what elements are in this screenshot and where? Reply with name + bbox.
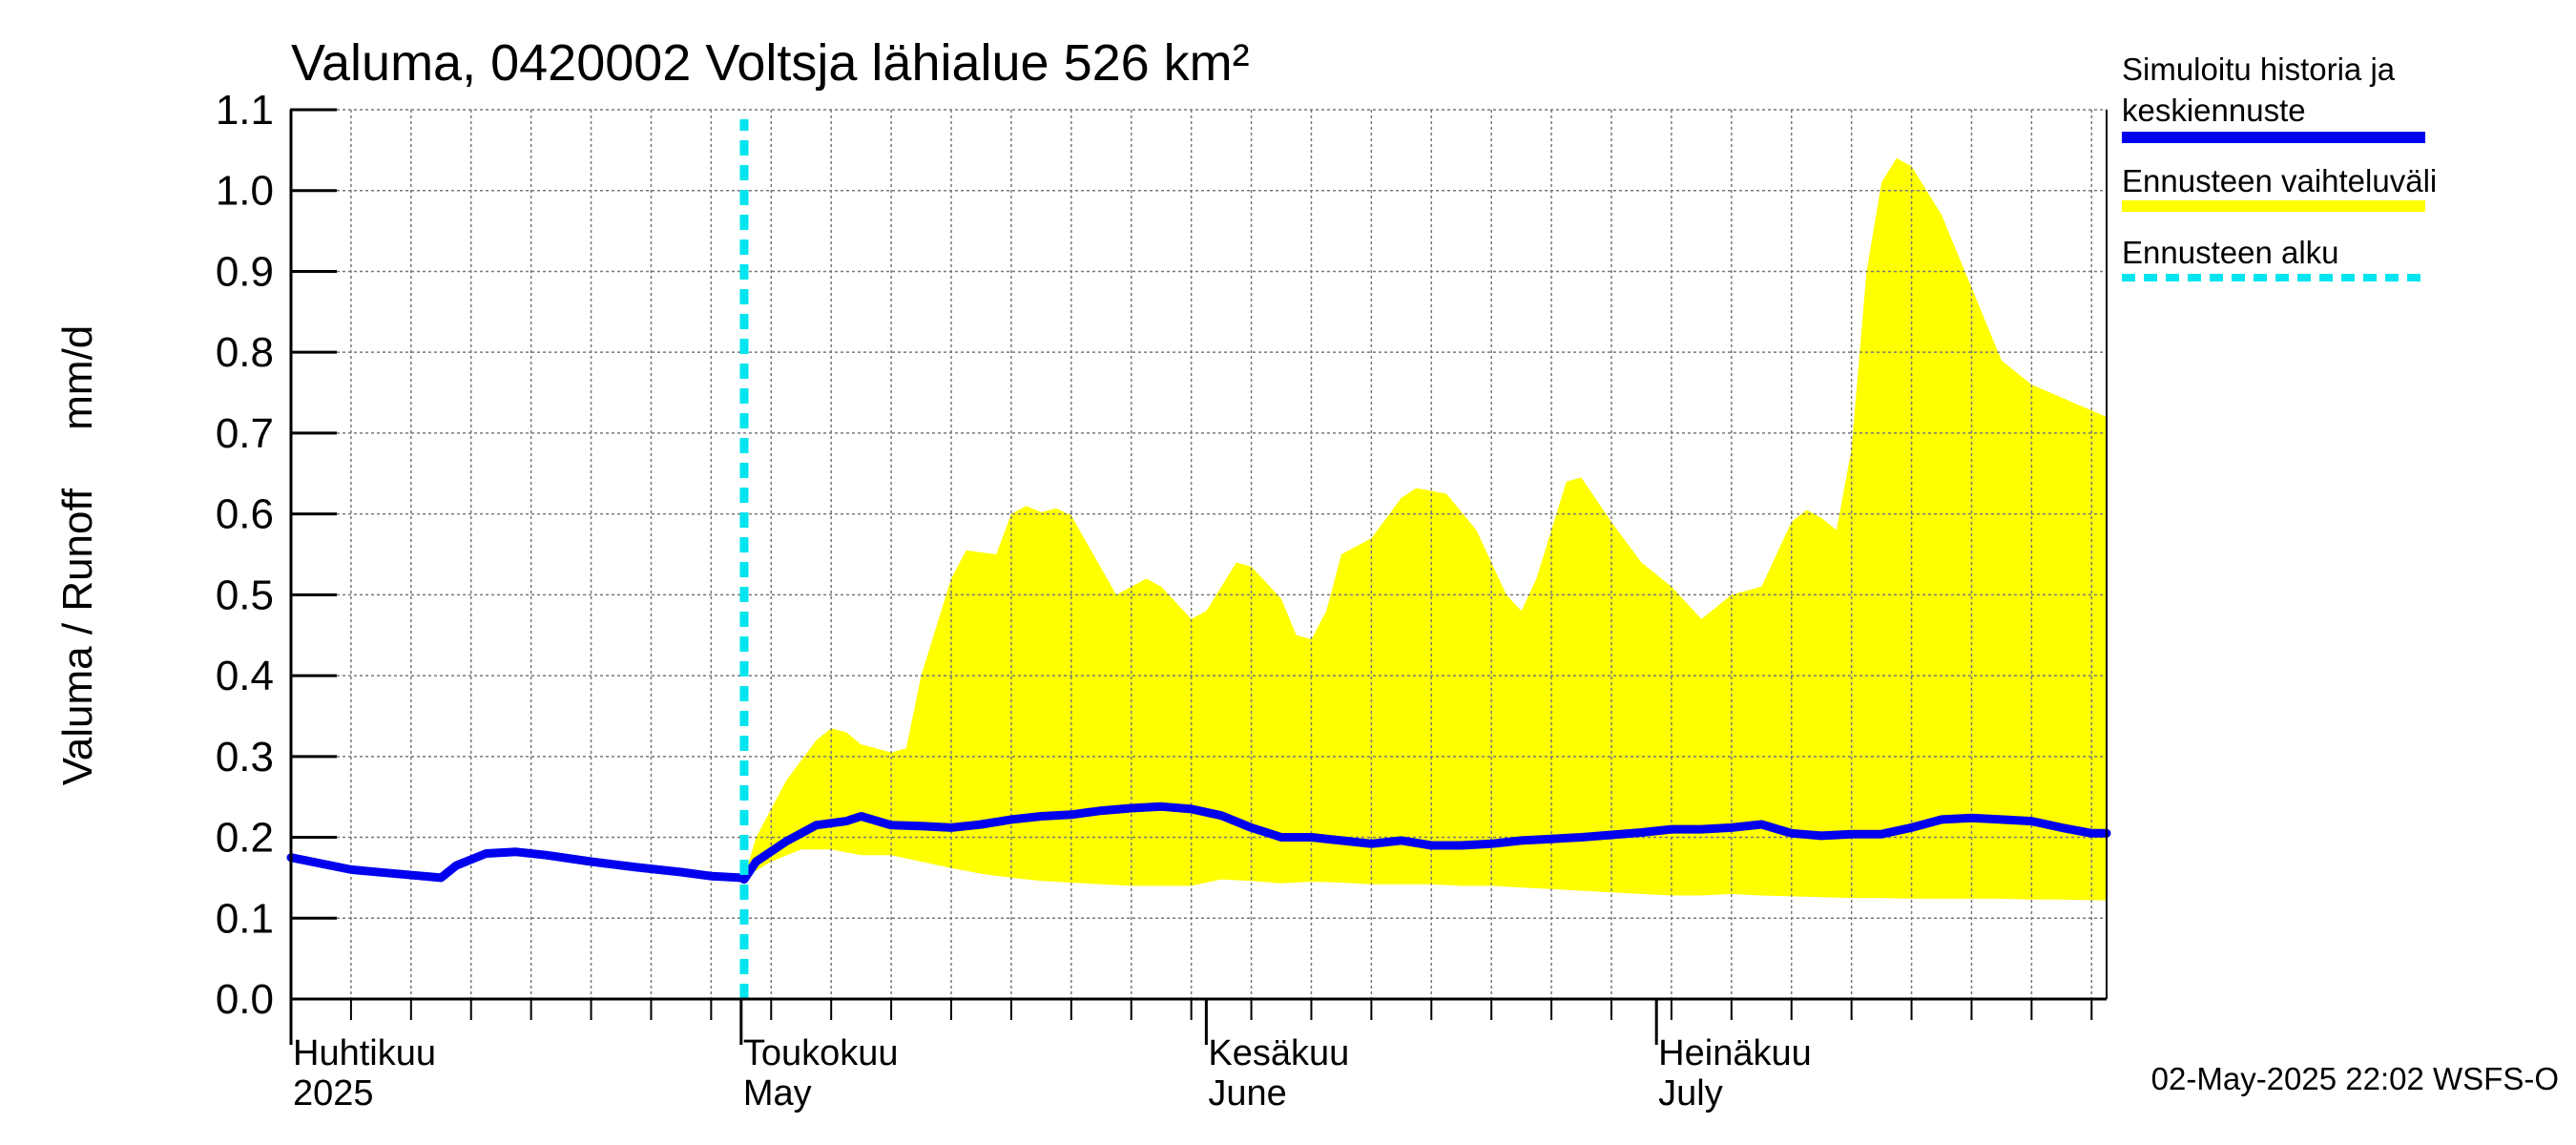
legend-label: Simuloitu historia ja	[2122, 52, 2396, 87]
chart-title: Valuma, 0420002 Voltsja lähialue 526 km²	[291, 34, 1250, 92]
y-tick-label: 0.2	[216, 815, 274, 862]
x-month-sublabel: May	[743, 1073, 812, 1114]
y-axis-label: Valuma / Runoff mm/d	[54, 325, 101, 786]
y-tick-label: 0.8	[216, 329, 274, 376]
y-tick-label: 0.1	[216, 895, 274, 942]
y-tick-label: 0.3	[216, 734, 274, 781]
y-tick-label: 0.4	[216, 653, 274, 699]
x-month-label: Toukokuu	[743, 1033, 899, 1073]
axes-layer: 0.0 0.1 0.2 0.3 0.4 0.5 0.6 0.7 0.8 0.9 1.0 1.1 Huht…	[216, 87, 2108, 1114]
legend-label-line2: keskiennuste	[2122, 93, 2306, 128]
forecast-range-layer	[744, 157, 2107, 901]
x-month-sublabel: June	[1208, 1073, 1286, 1114]
y-tick-label: 0.9	[216, 248, 274, 295]
y-tick-label: 1.0	[216, 168, 274, 215]
y-tick-label: 1.1	[216, 87, 274, 134]
x-month-label: Kesäkuu	[1208, 1033, 1349, 1073]
grid-layer	[291, 109, 2107, 999]
y-tick-label: 0.5	[216, 572, 274, 618]
forecast-range-band	[744, 157, 2107, 901]
x-month-label: Heinäkuu	[1658, 1033, 1812, 1073]
simulated-median-line	[286, 802, 2111, 885]
series-layer	[286, 119, 2111, 999]
y-tick-label: 0.6	[216, 491, 274, 538]
legend: Simuloitu historia ja keskiennuste Ennuste…	[2122, 52, 2437, 281]
x-month-label: Huhtikuu	[293, 1033, 436, 1073]
y-tick-label: 0.7	[216, 410, 274, 457]
x-month-sublabel: 2025	[293, 1073, 374, 1114]
legend-label: Ennusteen vaihteluväli	[2122, 163, 2437, 198]
x-month-sublabel: July	[1658, 1073, 1723, 1114]
y-tick-label: 0.0	[216, 976, 274, 1023]
footer-timestamp: 02-May-2025 22:02 WSFS-O	[2151, 1061, 2559, 1096]
legend-label: Ennusteen alku	[2122, 235, 2339, 270]
